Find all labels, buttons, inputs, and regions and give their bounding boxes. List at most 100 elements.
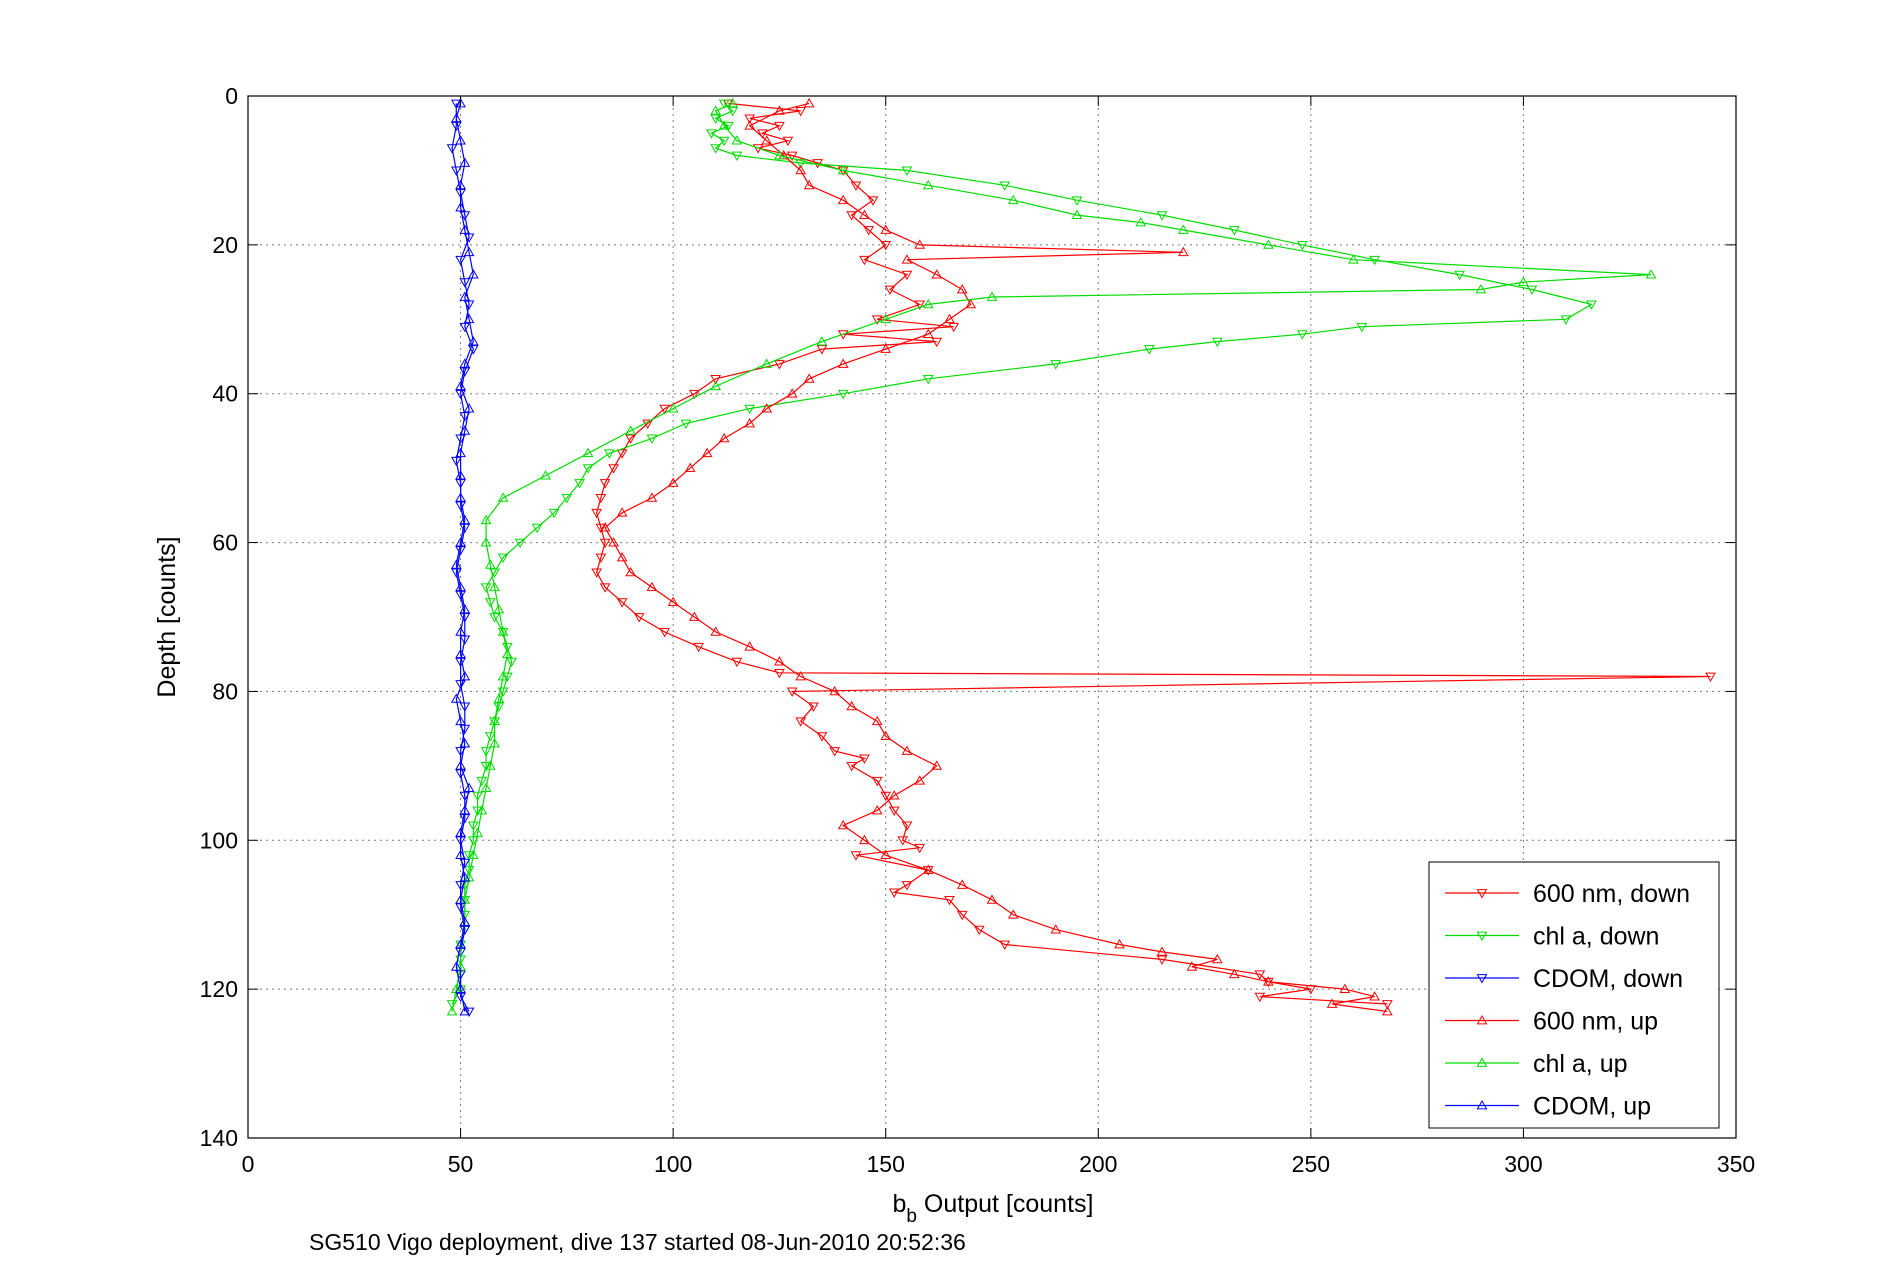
data-point-cdom-up (463, 313, 475, 324)
data-point-cdom-down (459, 613, 471, 623)
legend-label: chl a, up (1533, 1050, 1628, 1078)
data-point-chl-a-up (480, 537, 492, 547)
data-point-chl-a-down (646, 434, 658, 444)
legend-label: 600 nm, down (1533, 880, 1690, 908)
data-point-600-nm-up (1369, 991, 1380, 1001)
data-point-cdom-down (455, 255, 466, 266)
data-point-600-nm-down (859, 255, 870, 266)
data-point-chl-a-down (795, 159, 807, 169)
data-point-600-nm-up (803, 373, 815, 383)
data-point-chl-a-down (489, 717, 500, 727)
data-point-600-nm-down (914, 843, 926, 854)
data-point-600-nm-up (1007, 909, 1019, 919)
x-tick-label: 200 (1079, 1151, 1117, 1177)
data-point-chl-a-up (667, 403, 679, 413)
data-point-cdom-up (467, 336, 479, 346)
data-point-cdom-up (455, 626, 466, 636)
series-line-600-nm-down (595, 102, 1711, 1005)
x-axis-label: bb Output [counts] (893, 1190, 1094, 1227)
data-point-chl-a-down (1560, 315, 1572, 325)
data-point-cdom-down (455, 501, 466, 511)
data-point-600-nm-down (744, 114, 756, 124)
data-point-600-nm-up (744, 417, 756, 428)
data-point-cdom-up (455, 97, 466, 108)
y-tick-label: 100 (200, 827, 238, 853)
data-point-cdom-down (459, 322, 471, 333)
data-point-600-nm-up (1326, 998, 1338, 1008)
data-point-600-nm-down (786, 151, 798, 162)
data-point-chl-a-down (489, 613, 500, 623)
data-point-600-nm-up (774, 105, 785, 115)
data-point-600-nm-down (633, 613, 645, 623)
data-point-cdom-up (455, 380, 466, 391)
data-point-600-nm-up (803, 97, 815, 108)
data-point-600-nm-down (867, 196, 879, 206)
data-point-chl-a-down (561, 494, 573, 504)
data-point-600-nm-down (884, 285, 896, 296)
data-point-600-nm-up (901, 254, 913, 264)
data-point-chl-a-down (718, 99, 730, 109)
data-point-600-nm-down (795, 717, 807, 727)
data-point-600-nm-down (880, 791, 892, 802)
data-point-cdom-down (450, 121, 462, 132)
data-point-600-nm-down (591, 568, 602, 578)
data-point-chl-a-up (816, 336, 828, 346)
y-axis-label: Depth [counts] (153, 536, 181, 697)
data-point-chl-a-down (480, 583, 492, 593)
data-point-600-nm-up (837, 194, 849, 205)
data-point-600-nm-up (880, 224, 892, 234)
data-point-600-nm-up (880, 730, 892, 740)
data-point-600-nm-down (774, 668, 785, 679)
data-point-600-nm-down (863, 226, 875, 236)
data-point-600-nm-down (931, 337, 943, 348)
data-point-chl-a-down (514, 538, 526, 549)
data-point-600-nm-up (774, 656, 785, 666)
data-point-chl-a-down (1143, 345, 1155, 355)
data-point-600-nm-up (829, 685, 841, 696)
data-point-chl-a-up (1177, 224, 1189, 234)
data-point-chl-a-up (493, 693, 505, 703)
data-point-cdom-down (459, 523, 471, 534)
data-point-chl-a-down (574, 479, 585, 489)
data-point-chl-a-down (1296, 330, 1308, 340)
data-point-chl-a-up (497, 671, 509, 681)
series-line-600-nm-up (604, 102, 1388, 1013)
x-tick-label: 0 (242, 1151, 255, 1177)
data-point-600-nm-down (659, 628, 671, 638)
x-tick-label: 150 (867, 1151, 905, 1177)
data-point-chl-a-up (501, 648, 513, 659)
data-point-chl-a-up (1645, 269, 1657, 279)
data-point-cdom-up (463, 246, 475, 257)
data-point-chl-a-down (506, 657, 517, 668)
data-point-600-nm-down (599, 479, 611, 489)
data-point-600-nm-down (1382, 1000, 1393, 1010)
data-point-cdom-up (450, 961, 462, 971)
data-point-600-nm-up (901, 745, 913, 755)
data-point-cdom-up (455, 648, 466, 659)
data-point-600-nm-up (684, 462, 696, 473)
data-point-cdom-up (459, 1005, 471, 1016)
data-point-chl-a-down (463, 851, 475, 861)
data-point-600-nm-up (931, 760, 943, 770)
y-tick-label: 20 (212, 232, 238, 258)
data-point-600-nm-up (1050, 924, 1062, 934)
data-point-600-nm-down (850, 181, 862, 191)
data-point-600-nm-up (710, 626, 722, 636)
legend-entry: 600 nm, down (1445, 880, 1690, 908)
data-point-600-nm-up (616, 507, 628, 517)
data-point-cdom-up (467, 269, 479, 279)
data-point-cdom-up (455, 827, 466, 837)
data-point-chl-a-down (710, 144, 722, 154)
data-point-600-nm-down (795, 107, 807, 117)
data-point-cdom-up (459, 291, 471, 301)
data-point-600-nm-down (757, 129, 768, 139)
data-point-chl-a-up (484, 760, 496, 770)
series-layer (446, 97, 1716, 1017)
legend-swatch-marker (1476, 889, 1488, 899)
data-point-cdom-down (455, 657, 466, 668)
data-point-600-nm-down (897, 836, 909, 846)
data-point-600-nm-up (859, 834, 870, 845)
data-point-600-nm-down (914, 300, 926, 310)
data-point-600-nm-up (888, 790, 900, 800)
